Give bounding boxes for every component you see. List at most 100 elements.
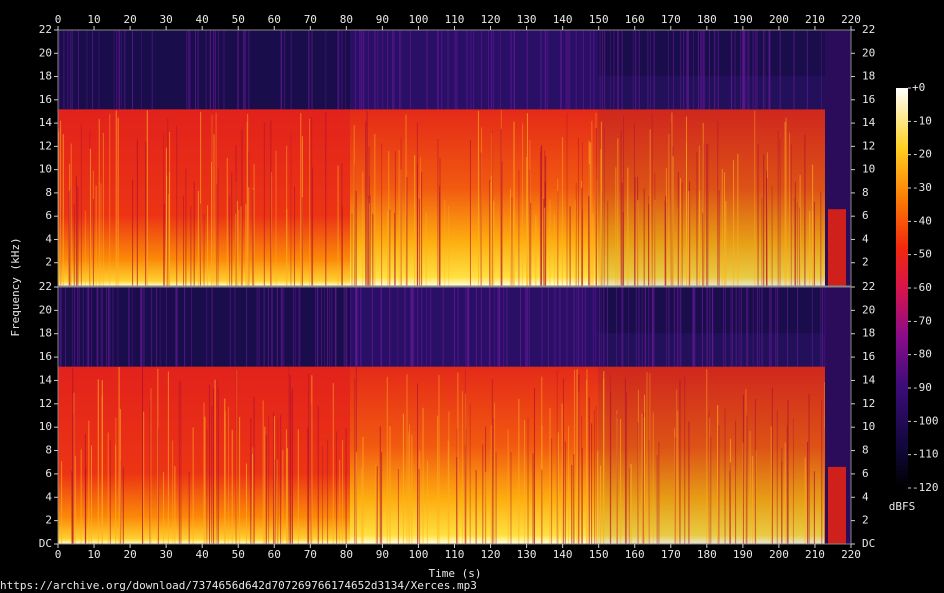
streak (239, 417, 241, 544)
streak (676, 287, 678, 367)
x-tick-label: 170 (661, 548, 681, 561)
streak (400, 137, 402, 286)
streak (295, 287, 297, 367)
streak (58, 30, 60, 110)
streak (312, 167, 314, 286)
streak (375, 464, 377, 544)
streak (136, 139, 138, 286)
streak (143, 411, 145, 544)
streak (263, 287, 265, 367)
streak (575, 30, 577, 110)
streak (607, 287, 609, 367)
streak (643, 417, 645, 544)
streak (109, 114, 111, 287)
streak (566, 112, 568, 286)
streak (672, 156, 674, 286)
streak (82, 287, 84, 367)
streak (687, 30, 689, 110)
streak (354, 378, 356, 544)
streak (71, 470, 73, 544)
streak (248, 187, 250, 286)
streak (702, 30, 704, 110)
streak (97, 379, 99, 544)
streak (389, 287, 391, 367)
streak (634, 177, 636, 286)
streak (513, 30, 515, 110)
streak (529, 140, 531, 286)
streak (610, 30, 612, 110)
streak (277, 418, 279, 544)
streak (561, 403, 563, 544)
streak (217, 168, 219, 286)
streak (58, 131, 60, 286)
streak (404, 287, 406, 367)
streak (557, 178, 559, 286)
streak (541, 145, 543, 286)
streak (68, 191, 70, 286)
streak (280, 287, 282, 367)
streak (86, 30, 88, 110)
streak (140, 287, 142, 367)
streak (447, 440, 449, 544)
streak (709, 287, 711, 367)
streak (447, 30, 449, 110)
streak (744, 30, 746, 110)
streak (72, 413, 74, 544)
streak (649, 373, 651, 544)
streak (616, 287, 618, 367)
y-tick-label: 20 (862, 46, 875, 59)
streak (167, 371, 169, 544)
streak (368, 176, 370, 286)
streak (366, 110, 368, 286)
streak (557, 432, 559, 544)
streak (268, 415, 270, 544)
streak (159, 287, 161, 367)
streak (263, 122, 265, 286)
streak (617, 30, 619, 110)
streak (280, 414, 282, 544)
streak (355, 287, 357, 367)
streak (265, 434, 267, 544)
streak (676, 389, 678, 544)
streak (311, 375, 313, 544)
streak (764, 30, 766, 110)
streak (466, 287, 468, 367)
streak (444, 199, 446, 286)
streak (457, 287, 459, 367)
streak (240, 206, 242, 286)
streak (264, 426, 266, 544)
streak (88, 420, 90, 544)
streak (628, 467, 630, 544)
streak (315, 287, 317, 367)
streak (708, 410, 710, 544)
streak (73, 392, 75, 544)
streak (368, 146, 370, 286)
streak (334, 287, 336, 367)
streak (399, 30, 401, 110)
streak (176, 125, 178, 287)
streak (406, 177, 408, 286)
streak (809, 211, 811, 286)
streak (498, 287, 500, 367)
streak (763, 154, 765, 286)
streak (141, 30, 143, 110)
streak (245, 204, 247, 286)
streak (346, 287, 348, 367)
streak (620, 419, 622, 544)
streak (632, 30, 634, 110)
streak (174, 466, 176, 544)
x-tick-label: 140 (553, 13, 573, 26)
streak (799, 174, 801, 286)
colorbar-tick-label: -60 (912, 281, 932, 294)
streak (576, 369, 578, 544)
y-tick-label: 12 (39, 139, 52, 152)
streak (708, 30, 710, 110)
streak (197, 191, 199, 286)
y-tick-label: 22 (862, 23, 875, 36)
streak (679, 178, 681, 286)
streak (86, 287, 88, 367)
streak (545, 156, 547, 286)
streak (441, 30, 443, 110)
x-tick-label: 170 (661, 13, 681, 26)
streak (150, 388, 152, 544)
